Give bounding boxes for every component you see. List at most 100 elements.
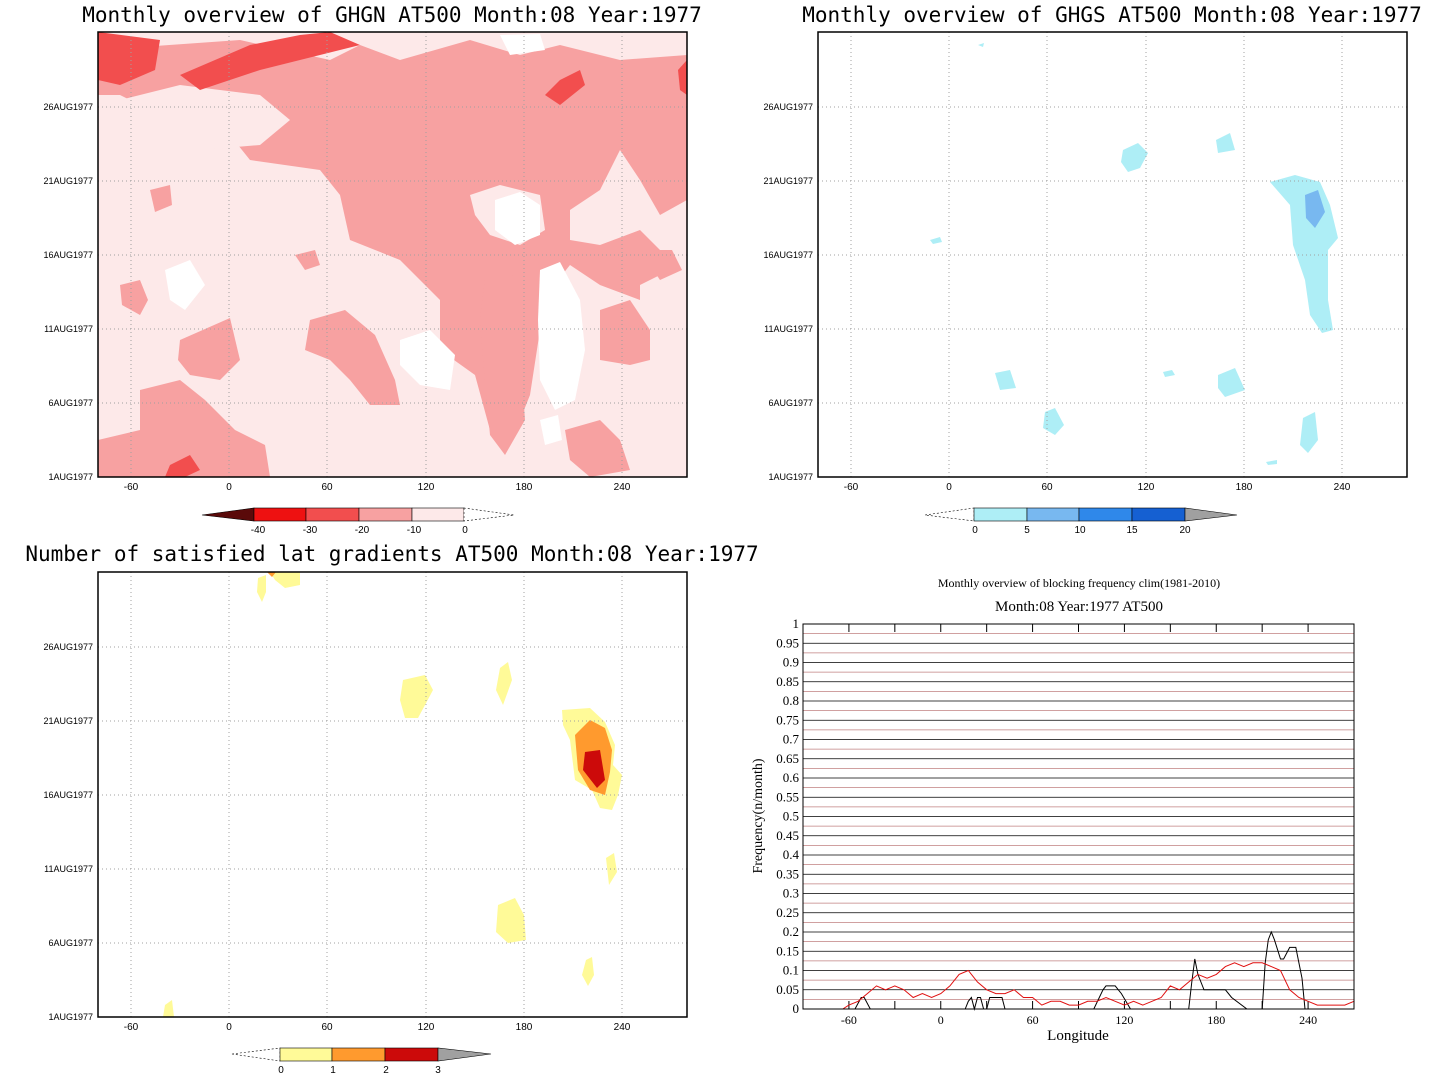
y-tick: 11AUG1977 (764, 324, 813, 334)
colorbar-label: 1 (330, 1065, 336, 1076)
red-series-line (803, 962, 1355, 1010)
colorbar-label: 5 (1024, 525, 1030, 536)
y-tick: 16AUG1977 (43, 250, 93, 260)
y-tick-label: 0.9 (783, 655, 799, 670)
x-tick: 120 (1138, 482, 1155, 493)
x-tick: -60 (124, 482, 139, 493)
ghgn-y-ticks: 1AUG1977 6AUG1977 11AUG1977 16AUG1977 21… (43, 102, 93, 482)
colorbar-label: 0 (972, 525, 978, 536)
y-tick-label: 0.5 (783, 809, 799, 824)
x-tick: 0 (226, 482, 232, 493)
y-tick-label: 0.05 (776, 982, 799, 997)
colorbar-label: 3 (435, 1065, 441, 1076)
y-tick-label: 0.7 (783, 732, 800, 747)
colorbar-label: -40 (251, 525, 266, 536)
y-tick: 1AUG1977 (48, 472, 93, 482)
x-tick: 120 (418, 482, 435, 493)
y-tick-label: 0.15 (776, 943, 799, 958)
x-tick: 120 (418, 1022, 435, 1033)
x-tick: 180 (1236, 482, 1253, 493)
colorbar-label: 20 (1179, 525, 1191, 536)
ghgs-colorbar: 0 5 10 15 20 (924, 507, 1238, 536)
ghgs-panel: Monthly overview of GHGS AT500 Month:08 … (763, 3, 1421, 536)
ghgn-x-ticks: -60 0 60 120 180 240 (124, 482, 631, 493)
frequency-frame (802, 623, 1355, 1010)
y-tick-label: 0.35 (776, 866, 799, 881)
y-tick: 1AUG1977 (48, 1012, 93, 1022)
colorbar-label: -20 (355, 525, 370, 536)
x-tick: 240 (1334, 482, 1351, 493)
y-tick-label: 0 (793, 1001, 800, 1016)
gradients-x-ticks: -60 0 60 120 180 240 (124, 1022, 631, 1033)
x-tick-label: 240 (1299, 1013, 1317, 1027)
x-tick: 180 (516, 1022, 533, 1033)
y-tick: 1AUG1977 (768, 472, 813, 482)
frequency-ylabel: Frequency(n/month) (751, 758, 766, 873)
gradients-frame (97, 571, 688, 1018)
x-tick-label: 60 (1027, 1013, 1039, 1027)
gradients-colorbar: 0 1 2 3 (231, 1047, 492, 1076)
y-tick-label: 0.25 (776, 905, 799, 920)
x-tick-label: 180 (1207, 1013, 1225, 1027)
x-tick: 60 (321, 482, 333, 493)
colorbar-label: 0 (462, 525, 468, 536)
y-tick: 26AUG1977 (763, 102, 813, 112)
y-tick: 21AUG1977 (43, 176, 93, 186)
y-tick-label: 0.65 (776, 751, 799, 766)
gradients-contour-field (98, 572, 687, 1017)
y-tick-label: 1 (793, 616, 800, 631)
colorbar-label: 0 (278, 1065, 284, 1076)
y-tick-label: 0.2 (783, 924, 799, 939)
y-tick: 11AUG1977 (44, 864, 93, 874)
ghgs-frame (817, 31, 1408, 478)
frequency-xlabel: Longitude (1047, 1028, 1109, 1044)
y-tick-label: 0.45 (776, 828, 799, 843)
y-tick-label: 0.75 (776, 712, 799, 727)
x-tick: -60 (124, 1022, 139, 1033)
x-tick: 60 (1041, 482, 1053, 493)
frequency-gridlines (803, 623, 1354, 1010)
y-tick: 16AUG1977 (43, 790, 93, 800)
frequency-x-ticks: -60 0 60 120 180 240 (841, 624, 1355, 1027)
y-tick: 6AUG1977 (48, 398, 93, 408)
frequency-title: Monthly overview of blocking frequency c… (938, 576, 1220, 590)
x-tick: 0 (226, 1022, 232, 1033)
y-tick-label: 0.3 (783, 886, 799, 901)
x-tick: 240 (614, 1022, 631, 1033)
y-tick-label: 0.1 (783, 963, 799, 978)
colorbar-label: 2 (383, 1065, 389, 1076)
x-tick-label: 120 (1115, 1013, 1133, 1027)
frequency-y-ticks: 0 0.05 0.1 0.15 0.2 0.25 0.3 0.35 0.4 0.45 0.5 0.55… (776, 616, 799, 1016)
x-tick-label: 0 (938, 1013, 944, 1027)
y-tick: 26AUG1977 (43, 102, 93, 112)
x-tick: 180 (516, 482, 533, 493)
y-tick: 16AUG1977 (763, 250, 813, 260)
x-tick: 60 (321, 1022, 333, 1033)
ghgn-panel: Monthly overview of GHGN AT500 Month:08 … (43, 3, 701, 536)
y-tick: 26AUG1977 (43, 642, 93, 652)
gradients-panel: Number of satisfied lat gradients AT500 … (25, 542, 758, 1076)
y-tick: 11AUG1977 (44, 324, 93, 334)
ghgn-title: Monthly overview of GHGN AT500 Month:08 … (82, 3, 702, 27)
y-tick: 21AUG1977 (43, 716, 93, 726)
gradients-y-ticks: 1AUG1977 6AUG1977 11AUG1977 16AUG1977 21… (43, 642, 93, 1022)
gradients-title: Number of satisfied lat gradients AT500 … (25, 542, 758, 566)
y-tick-label: 0.95 (776, 635, 799, 650)
ghgs-title: Monthly overview of GHGS AT500 Month:08 … (802, 3, 1422, 27)
y-tick-label: 0.4 (783, 847, 800, 862)
ghgs-x-ticks: -60 0 60 120 180 240 (844, 482, 1351, 493)
ghgn-colorbar: -40 -30 -20 -10 0 (201, 507, 515, 536)
y-tick-label: 0.6 (783, 770, 800, 785)
x-tick: 240 (614, 482, 631, 493)
x-tick: -60 (844, 482, 859, 493)
y-tick: 6AUG1977 (768, 398, 813, 408)
y-tick: 6AUG1977 (48, 938, 93, 948)
ghgs-contour-field (818, 32, 1407, 477)
x-tick-label: -60 (841, 1013, 857, 1027)
colorbar-label: -30 (303, 525, 318, 536)
y-tick: 21AUG1977 (763, 176, 813, 186)
frequency-subtitle: Month:08 Year:1977 AT500 (995, 599, 1163, 615)
colorbar-label: -10 (407, 525, 422, 536)
y-tick-label: 0.8 (783, 693, 799, 708)
